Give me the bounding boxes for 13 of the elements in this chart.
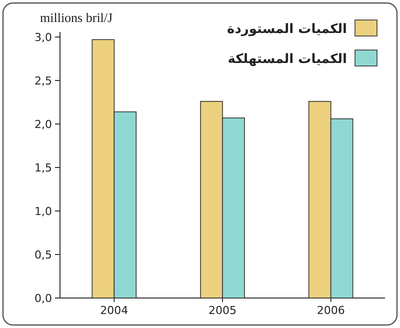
x-tick-label: 2004 (100, 304, 128, 317)
y-tick-label: 0,5 (34, 248, 52, 262)
x-tick-label: 2006 (316, 304, 345, 317)
legend-label: الكميات المستهلكة (228, 52, 347, 67)
y-tick-label: 2,0 (34, 118, 52, 131)
x-tick-label: 2005 (208, 304, 236, 317)
y-tick-label: 1,0 (34, 205, 52, 218)
legend-label: الكميات المستوردة (227, 22, 347, 37)
y-tick-label: 1,5 (34, 162, 52, 174)
y-axis-title: millions bril/J (40, 10, 113, 25)
y-tick-label: 2,5 (34, 74, 52, 88)
y-tick-label: 0,0 (34, 292, 52, 305)
y-tick-label: 3,0 (34, 31, 52, 44)
